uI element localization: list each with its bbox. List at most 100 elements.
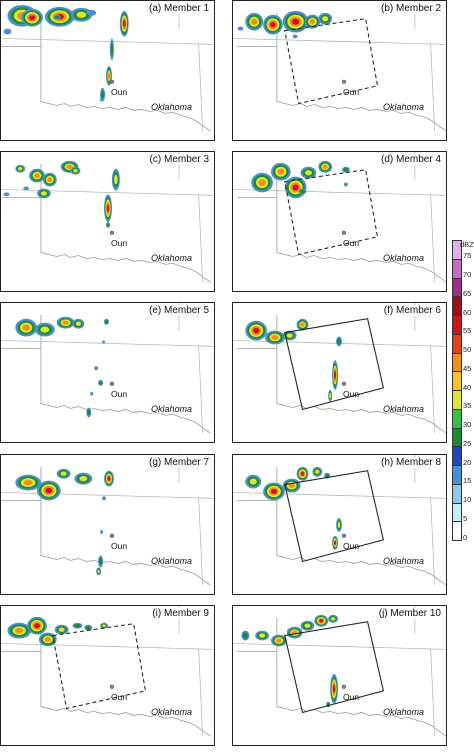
radar-echo: [304, 14, 321, 29]
colorbar-tick-label: 60: [463, 307, 472, 317]
state-boundary: [233, 38, 446, 45]
radar-echo: [300, 166, 317, 179]
colorbar-segment: [452, 277, 462, 298]
reflectivity-map: [1, 152, 214, 283]
member-panel: (j) Member 10 Oun Oklahoma: [232, 605, 447, 746]
radar-echo: [245, 12, 264, 31]
state-boundary: [1, 12, 211, 132]
colorbar-tick-label: 45: [463, 363, 472, 373]
radar-echo: [255, 630, 270, 641]
radar-echo: [341, 166, 350, 173]
radar-echo: [37, 480, 61, 501]
analysis-domain-box: [284, 318, 385, 411]
station-label: Oun: [111, 87, 128, 97]
radar-echo: [330, 674, 339, 704]
state-boundary: [1, 163, 211, 283]
radar-echo: [298, 188, 307, 195]
colorbar-segment: [452, 315, 462, 335]
member-panel: (d) Member 4 Oun Oklahoma: [232, 151, 447, 292]
radar-echo: [98, 555, 104, 568]
member-panel: (e) Member 5 Oun Oklahoma: [0, 302, 215, 443]
radar-echo: [86, 407, 92, 418]
colorbar-segment: [452, 258, 462, 279]
station-label: Oun: [111, 389, 128, 399]
radar-echo: [237, 26, 244, 31]
radar-echo: [70, 7, 93, 22]
state-boundary: [1, 492, 214, 499]
state-label: Oklahoma: [151, 404, 193, 414]
state-label: Oklahoma: [151, 253, 193, 263]
station-label: Oun: [343, 389, 360, 399]
panel-label: (c) Member 3: [148, 154, 210, 165]
reflectivity-map: [233, 303, 446, 434]
colorbar-tick-label: 30: [463, 420, 472, 429]
reflectivity-map: [1, 455, 214, 586]
state-label: Oklahoma: [383, 253, 425, 263]
panel-label: (g) Member 7: [147, 457, 210, 468]
member-panel: (b) Member 2 Oun Oklahoma: [232, 0, 447, 141]
reflectivity-map: [1, 303, 214, 434]
radar-echo: [263, 482, 285, 501]
station-label: Oun: [111, 541, 128, 551]
colorbar-tick-label: 15: [463, 476, 472, 486]
radar-echo: [84, 624, 93, 631]
colorbar-segment: [452, 333, 462, 354]
radar-echo: [245, 320, 268, 341]
radar-echo: [104, 470, 114, 487]
radar-station-marker: [109, 684, 115, 689]
colorbar-tick-label: 35: [463, 401, 472, 411]
panel-label: (j) Member 10: [377, 608, 442, 619]
radar-echo: [21, 8, 43, 27]
state-boundary: [1, 340, 214, 347]
analysis-domain-box: [284, 621, 385, 714]
state-boundary: [233, 189, 446, 196]
radar-echo: [54, 624, 69, 635]
colorbar-segment: [452, 296, 462, 316]
radar-echo: [328, 389, 333, 402]
radar-echo: [100, 97, 104, 102]
panel-label: (e) Member 5: [147, 305, 210, 316]
colorbar-tick-label: 5: [463, 513, 468, 523]
radar-echo: [94, 366, 99, 371]
radar-echo: [96, 567, 102, 576]
radar-station-marker: [341, 684, 347, 689]
radar-echo: [292, 34, 298, 39]
radar-echo: [106, 221, 110, 228]
state-label: Oklahoma: [383, 556, 425, 566]
state-boundary: [1, 617, 211, 737]
colorbar-segment: [452, 483, 462, 504]
radar-echo: [100, 529, 104, 534]
station-label: Oun: [343, 238, 360, 248]
radar-station-marker: [109, 533, 115, 538]
radar-echo: [326, 701, 331, 708]
colorbar-segment: [452, 352, 462, 373]
radar-echo: [29, 168, 45, 183]
radar-echo: [15, 318, 38, 337]
state-label: Oklahoma: [151, 102, 193, 112]
state-boundary: [237, 314, 446, 434]
colorbar-tick-label: 55: [463, 326, 472, 336]
member-panel: (g) Member 7 Oun Oklahoma: [0, 454, 215, 595]
radar-echo: [98, 379, 104, 386]
colorbar-segment: [452, 446, 462, 466]
panel-label: (h) Member 8: [379, 457, 442, 468]
radar-echo: [296, 318, 309, 331]
station-label: Oun: [111, 692, 128, 702]
radar-station-marker: [109, 381, 115, 386]
radar-echo: [109, 38, 114, 61]
station-label: Oun: [343, 541, 360, 551]
radar-echo: [296, 466, 309, 481]
radar-echo: [42, 172, 57, 187]
radar-echo: [37, 188, 51, 199]
radar-echo: [328, 614, 339, 623]
analysis-domain-box: [52, 623, 147, 710]
colorbar-segment: [452, 521, 462, 541]
radar-echo: [104, 318, 109, 325]
colorbar-tick-label: 65: [463, 288, 472, 298]
radar-station-marker: [341, 381, 347, 386]
colorbar-tick-label: 25: [463, 438, 472, 448]
reflectivity-map: [233, 1, 446, 132]
colorbar-tick-label: 0: [463, 532, 468, 542]
station-label: Oun: [343, 692, 360, 702]
colorbar-tick-label: 40: [463, 382, 472, 392]
